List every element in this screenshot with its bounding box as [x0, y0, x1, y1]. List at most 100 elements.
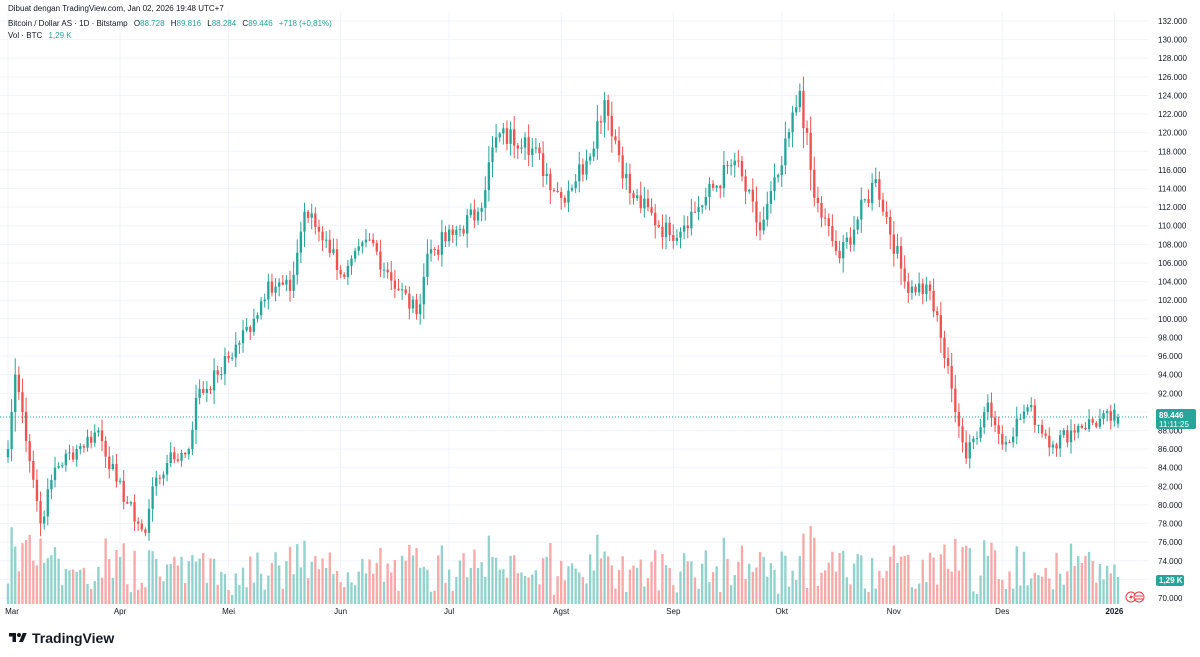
candle-body — [556, 190, 559, 193]
volume-bar — [419, 567, 422, 604]
price-tick-label: 98.000 — [1158, 333, 1183, 342]
volume-bar — [1030, 578, 1033, 604]
volume-bar — [751, 571, 754, 604]
price-tick-label: 88.000 — [1158, 426, 1183, 435]
time-tick-label: Jun — [334, 607, 347, 616]
candle-body — [357, 246, 360, 251]
volume-bar — [628, 569, 632, 604]
candle-body — [274, 286, 277, 293]
candle-body — [885, 211, 888, 217]
volume-bar — [1055, 552, 1058, 604]
volume-bar — [147, 550, 151, 604]
volume-bar — [946, 568, 950, 604]
volume-bar — [151, 551, 154, 604]
volume-bar — [556, 576, 559, 604]
volume-bar — [1077, 556, 1080, 604]
volume-bar — [502, 569, 505, 604]
candle-body — [191, 429, 194, 450]
volume-bar — [415, 548, 418, 604]
volume-bar — [1084, 555, 1087, 604]
candle-body — [238, 343, 241, 345]
volume-bar — [538, 584, 541, 604]
candle-body — [53, 467, 57, 481]
candle-body — [737, 160, 740, 162]
volume-bar — [657, 590, 660, 604]
tradingview-logo[interactable]: TradingView — [8, 630, 114, 646]
volume-bar — [136, 589, 140, 604]
volume-legend[interactable]: Vol · BTC 1,29 K — [8, 31, 72, 41]
candle-body — [758, 222, 762, 231]
volume-bar — [1066, 571, 1069, 604]
volume-bar — [364, 573, 368, 604]
volume-bar — [527, 577, 530, 604]
volume-bar — [885, 570, 888, 604]
candle-body — [277, 282, 281, 287]
volume-bar — [513, 555, 516, 604]
price-tick-label: 92.000 — [1158, 389, 1183, 398]
volume-bar — [89, 589, 93, 604]
candle-body — [657, 225, 660, 227]
candle-body — [306, 211, 310, 218]
ohlc-high: 89.816 — [176, 19, 202, 28]
candle-body — [339, 270, 342, 275]
volume-bar — [975, 593, 979, 604]
volume-bar — [686, 561, 689, 604]
candle-body — [310, 213, 313, 218]
volume-bar — [632, 565, 635, 604]
candle-body — [433, 249, 436, 251]
volume-bar — [1011, 588, 1015, 604]
candle-body — [144, 529, 147, 533]
ohlc-open: 88.728 — [140, 19, 165, 28]
candle-body — [390, 272, 393, 281]
candle-body — [711, 183, 715, 188]
volume-bar — [726, 558, 729, 604]
volume-bar — [849, 584, 852, 604]
candle-body — [549, 173, 552, 191]
price-tick-label: 102.000 — [1158, 296, 1187, 305]
candle-body — [715, 185, 718, 188]
volume-bar — [270, 562, 274, 604]
candle-body — [429, 249, 433, 254]
candle-body — [1015, 418, 1018, 437]
volume-bar — [437, 555, 440, 604]
volume-bar — [1022, 551, 1026, 604]
volume-label: Vol · BTC — [8, 31, 43, 40]
candle-body — [473, 209, 476, 221]
price-tick-label: 78.000 — [1158, 520, 1183, 529]
candle-body — [267, 281, 270, 300]
candle-body — [115, 463, 118, 482]
price-tick-label: 100.000 — [1158, 315, 1187, 324]
candle-body — [910, 286, 914, 293]
volume-bar — [325, 567, 328, 604]
candle-body — [773, 177, 776, 192]
ohlc-change: +718 (+0,81%) — [278, 19, 332, 28]
candle-body — [469, 209, 472, 216]
candle-body — [972, 438, 975, 443]
volume-bar — [469, 567, 472, 604]
candle-body — [639, 195, 642, 209]
candle-body — [805, 128, 809, 133]
candle-body — [939, 315, 943, 338]
volume-bar — [610, 565, 613, 604]
candle-body — [180, 452, 183, 461]
volume-bar — [509, 555, 512, 604]
volume-bar — [292, 574, 295, 604]
candle-body — [505, 128, 509, 144]
candle-body — [921, 283, 924, 294]
candle-body — [628, 173, 632, 194]
volume-bar — [1033, 572, 1037, 604]
volume-bar — [455, 577, 458, 604]
volume-bar — [183, 582, 187, 604]
volume-bar — [71, 569, 75, 604]
symbol-legend[interactable]: Bitcoin / Dollar AS · 1D · Bitstamp O88.… — [8, 19, 332, 29]
candle-body — [491, 147, 494, 163]
ohlc-low: 88.284 — [211, 19, 237, 28]
volume-bar — [1080, 563, 1084, 604]
price-tick-label: 96.000 — [1158, 352, 1183, 361]
candle-body — [382, 269, 386, 271]
candle-body — [368, 239, 371, 241]
candle-body — [870, 182, 874, 204]
candle-body — [914, 286, 917, 293]
